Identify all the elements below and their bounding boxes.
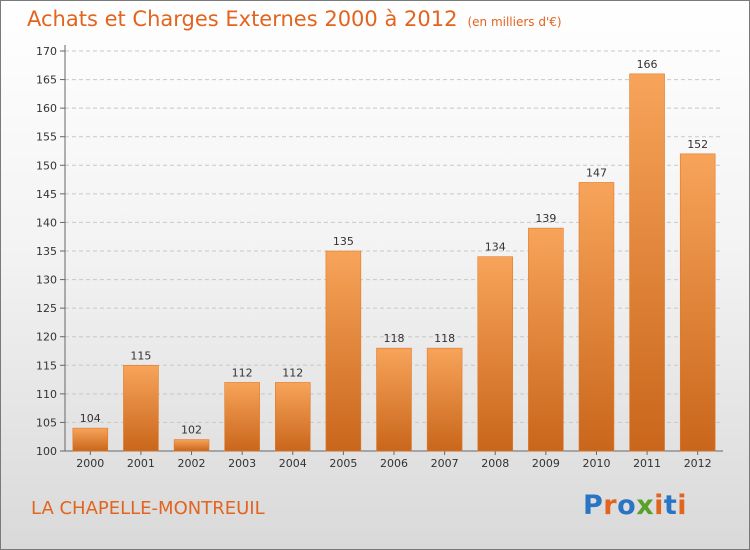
x-tick-label: 2000 — [76, 457, 104, 470]
bar — [578, 182, 615, 452]
value-label: 166 — [637, 58, 658, 71]
bar — [224, 382, 260, 452]
y-tick-label: 140 — [36, 216, 57, 229]
y-tick-label: 155 — [36, 131, 57, 144]
y-tick-label: 170 — [36, 45, 57, 58]
x-tick-label: 2010 — [582, 457, 610, 470]
x-tick-label: 2011 — [633, 457, 661, 470]
y-tick-label: 110 — [36, 388, 57, 401]
bar — [325, 250, 362, 452]
commune-name: LA CHAPELLE-MONTREUIL — [31, 498, 265, 519]
labels: 100 105 110 115 120 125 130 135 140 145 150 155 160 1… — [36, 45, 712, 470]
proxiti-logo: Proxiti — [583, 490, 688, 521]
value-label: 134 — [485, 241, 506, 254]
bar — [477, 256, 513, 452]
y-tick-label: 130 — [36, 274, 57, 287]
bar — [123, 364, 159, 452]
y-tick-label: 105 — [36, 416, 57, 429]
chart-title: Achats et Charges Externes 2000 à 2012 (e… — [27, 7, 562, 31]
y-tick-label: 165 — [36, 74, 57, 87]
bar — [426, 347, 463, 452]
value-label: 104 — [80, 412, 101, 425]
y-tick-label: 135 — [36, 245, 57, 258]
bars — [72, 73, 716, 452]
value-label: 118 — [434, 332, 455, 345]
y-tick-label: 125 — [36, 302, 57, 315]
value-label: 135 — [333, 235, 354, 248]
bar — [629, 73, 665, 452]
x-tick-label: 2012 — [684, 457, 712, 470]
value-label: 115 — [130, 349, 151, 362]
value-label: 112 — [282, 366, 303, 379]
bar — [528, 227, 564, 452]
x-tick-label: 2006 — [380, 457, 408, 470]
bar — [275, 382, 311, 452]
x-tick-label: 2009 — [532, 457, 560, 470]
x-tick-label: 2007 — [431, 457, 459, 470]
bar — [173, 439, 210, 452]
x-tick-label: 2004 — [279, 457, 307, 470]
x-tick-label: 2005 — [329, 457, 357, 470]
value-label: 139 — [535, 212, 556, 225]
y-tick-label: 145 — [36, 188, 57, 201]
value-label: 147 — [586, 166, 607, 179]
y-tick-label: 160 — [36, 102, 57, 115]
x-tick-label: 2001 — [127, 457, 155, 470]
value-label: 102 — [181, 424, 202, 437]
value-label: 152 — [687, 138, 708, 151]
y-tick-label: 100 — [36, 445, 57, 458]
y-tick-label: 150 — [36, 159, 57, 172]
value-label: 112 — [232, 366, 253, 379]
y-tick-label: 120 — [36, 331, 57, 344]
bar — [679, 153, 716, 452]
x-tick-label: 2002 — [178, 457, 206, 470]
y-tick-label: 115 — [36, 359, 57, 372]
unit-note: (en milliers d'€) — [467, 15, 562, 29]
value-label: 118 — [384, 332, 405, 345]
bar — [376, 347, 412, 452]
x-tick-label: 2003 — [228, 457, 256, 470]
x-tick-label: 2008 — [481, 457, 509, 470]
chart-title-text: Achats et Charges Externes 2000 à 2012 — [27, 7, 458, 31]
bar — [72, 427, 109, 452]
